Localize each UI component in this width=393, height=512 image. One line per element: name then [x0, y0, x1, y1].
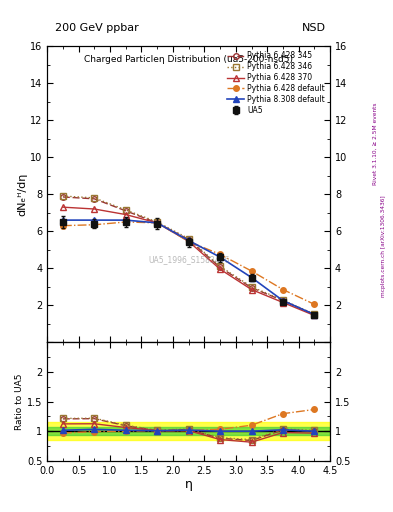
Pythia 8.308 default: [155, 220, 160, 226]
Pythia 6.428 346: [312, 311, 317, 317]
Pythia 6.428 345: [312, 311, 317, 317]
Pythia 6.428 370: [123, 211, 128, 218]
Pythia 6.428 346: [155, 219, 160, 225]
Pythia 6.428 default: [155, 220, 160, 226]
Text: NSD: NSD: [302, 23, 326, 33]
Pythia 6.428 default: [123, 219, 128, 225]
Pythia 8.308 default: [218, 254, 222, 260]
Pythia 6.428 default: [61, 223, 65, 229]
Line: Pythia 6.428 370: Pythia 6.428 370: [60, 204, 317, 318]
Legend: Pythia 6.428 345, Pythia 6.428 346, Pythia 6.428 370, Pythia 6.428 default, Pyth: Pythia 6.428 345, Pythia 6.428 346, Pyth…: [226, 50, 326, 117]
Text: UA5_1996_S1583476: UA5_1996_S1583476: [148, 255, 230, 264]
Pythia 6.428 346: [281, 297, 285, 303]
Text: mcplots.cern.ch [arXiv:1306.3436]: mcplots.cern.ch [arXiv:1306.3436]: [381, 195, 386, 296]
Pythia 6.428 345: [249, 285, 254, 291]
Pythia 6.428 370: [281, 300, 285, 306]
Pythia 6.428 346: [218, 263, 222, 269]
Bar: [47, 422, 330, 440]
Pythia 6.428 370: [61, 204, 65, 210]
Text: 200 GeV ppbar: 200 GeV ppbar: [55, 23, 139, 33]
Pythia 6.428 345: [281, 297, 285, 304]
Pythia 6.428 default: [281, 287, 285, 293]
Pythia 8.308 default: [92, 217, 97, 223]
Pythia 6.428 345: [123, 208, 128, 214]
Pythia 6.428 370: [155, 220, 160, 226]
Pythia 6.428 345: [155, 220, 160, 226]
Line: Pythia 6.428 345: Pythia 6.428 345: [60, 194, 317, 317]
Bar: [47, 427, 330, 435]
Pythia 6.428 370: [312, 312, 317, 318]
Pythia 6.428 346: [92, 195, 97, 201]
Line: Pythia 8.308 default: Pythia 8.308 default: [60, 217, 317, 317]
Pythia 6.428 345: [218, 264, 222, 270]
Y-axis label: dNₑᴴ/dη: dNₑᴴ/dη: [17, 173, 27, 216]
Line: Pythia 6.428 default: Pythia 6.428 default: [60, 219, 317, 307]
Pythia 6.428 default: [92, 222, 97, 228]
Pythia 8.308 default: [281, 297, 285, 304]
X-axis label: η: η: [185, 478, 193, 492]
Pythia 6.428 346: [186, 236, 191, 242]
Pythia 8.308 default: [123, 217, 128, 223]
Pythia 6.428 370: [92, 206, 97, 212]
Pythia 6.428 default: [249, 268, 254, 274]
Pythia 6.428 370: [218, 266, 222, 272]
Pythia 8.308 default: [312, 311, 317, 317]
Pythia 6.428 370: [186, 238, 191, 244]
Line: Pythia 6.428 346: Pythia 6.428 346: [60, 193, 317, 317]
Pythia 8.308 default: [186, 238, 191, 244]
Pythia 6.428 default: [312, 301, 317, 307]
Text: Charged Particleη Distribution (ua5-200-nsd5): Charged Particleη Distribution (ua5-200-…: [84, 55, 293, 64]
Pythia 8.308 default: [61, 217, 65, 223]
Pythia 6.428 345: [61, 194, 65, 200]
Pythia 6.428 370: [249, 287, 254, 293]
Pythia 6.428 346: [249, 284, 254, 290]
Y-axis label: Ratio to UA5: Ratio to UA5: [15, 373, 24, 430]
Text: Rivet 3.1.10, ≥ 2.5M events: Rivet 3.1.10, ≥ 2.5M events: [373, 102, 378, 185]
Pythia 6.428 default: [218, 251, 222, 258]
Pythia 6.428 346: [123, 207, 128, 213]
Pythia 6.428 default: [186, 238, 191, 244]
Pythia 6.428 346: [61, 193, 65, 199]
Pythia 6.428 345: [92, 196, 97, 202]
Pythia 8.308 default: [249, 274, 254, 281]
Pythia 6.428 345: [186, 237, 191, 243]
